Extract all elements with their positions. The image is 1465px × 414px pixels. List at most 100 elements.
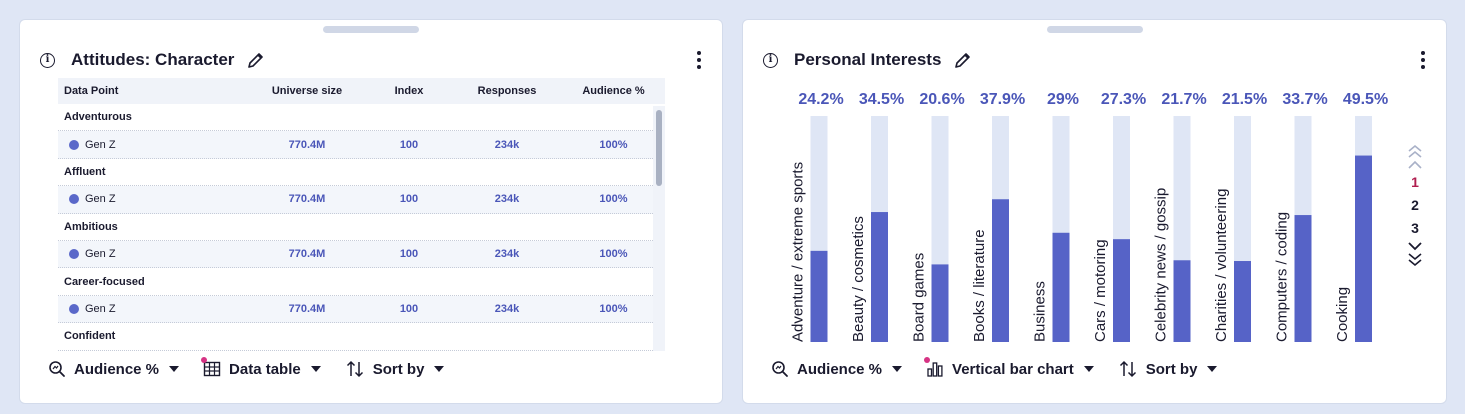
universe-size: 770.4M (288, 248, 326, 261)
value-label: 49.5% (1343, 91, 1388, 108)
drag-handle[interactable] (323, 26, 419, 33)
vertical-bar-chart: 24.2% Adventure / extreme sports 34.5% Beau… (790, 91, 1388, 342)
double-chevron-up-icon[interactable] (1406, 143, 1424, 159)
row-label: Gen Z (85, 302, 116, 315)
audience-value: 100% (599, 302, 628, 315)
category-label: Computers / coding (1274, 212, 1291, 342)
category-label: Books / literature (971, 229, 988, 342)
value-label: 34.5% (859, 91, 904, 108)
series-dot-icon (69, 249, 79, 260)
category-label: Celebrity news / gossip (1153, 188, 1170, 342)
caret-down-icon (1207, 366, 1218, 372)
category-label: Beauty / cosmetics (850, 216, 867, 342)
category-label: Adventure / extreme sports (790, 162, 807, 342)
bar[interactable] (1355, 155, 1372, 342)
bar[interactable] (992, 199, 1009, 342)
group-row: Ambitious (58, 214, 665, 241)
caret-down-icon (169, 366, 180, 372)
table-header: Data Point Universe size Index Responses… (58, 78, 665, 104)
value-label: 37.9% (980, 91, 1025, 108)
column-header[interactable]: Index (394, 85, 424, 97)
value-label: 24.2% (798, 91, 843, 108)
caret-down-icon (1083, 366, 1094, 372)
table-row[interactable]: Gen Z 770.4M 100 234k 100% (58, 295, 665, 324)
info-icon[interactable]: i (40, 52, 55, 68)
double-chevron-down-icon[interactable] (1406, 252, 1424, 268)
table-row[interactable]: Gen Z 770.4M 100 234k 100% (58, 240, 665, 269)
index-value: 100 (399, 302, 419, 315)
card-title: Personal Interests (794, 50, 942, 69)
bar[interactable] (1052, 232, 1070, 342)
metric-dropdown[interactable]: Audience % (771, 360, 903, 378)
view-dropdown[interactable]: Vertical bar chart (924, 357, 1094, 378)
page-3[interactable]: 3 (1411, 220, 1419, 236)
chart-pager: 1 2 3 (1395, 143, 1435, 268)
bar[interactable] (1113, 239, 1130, 342)
column-header[interactable]: Universe size (271, 85, 343, 97)
table-row[interactable]: Gen Z 770.4M 100 234k 100% (58, 131, 665, 159)
caret-down-icon (310, 366, 321, 372)
bar[interactable] (871, 212, 888, 342)
page-1[interactable]: 1 (1411, 174, 1419, 190)
scrollbar-thumb[interactable] (656, 110, 662, 186)
view-dropdown[interactable]: Data table (201, 357, 321, 378)
card-title: Attitudes: Character (71, 50, 235, 69)
column-header[interactable]: Data Point (64, 85, 119, 97)
table-row[interactable]: Gen Z 770.4M 100 234k 100% (58, 186, 665, 214)
category-label: Cooking (1334, 287, 1351, 342)
kebab-menu-icon[interactable] (1420, 51, 1426, 69)
row-label: Gen Z (85, 138, 116, 151)
zoom-search-icon (49, 361, 65, 377)
pencil-icon[interactable] (246, 50, 266, 70)
drag-handle[interactable] (1046, 26, 1143, 33)
chevron-up-icon[interactable] (1406, 159, 1424, 171)
category-label: Business (1032, 281, 1049, 342)
bar[interactable] (1173, 260, 1191, 342)
responses-value: 234k (494, 193, 520, 206)
sort-label: Sort by (372, 360, 425, 378)
audience-value: 100% (599, 193, 628, 206)
card-footer-toolbar: Audience % Vertical bar chart Sort by (771, 357, 1241, 380)
zoom-search-icon (772, 361, 788, 377)
vertical-scrollbar[interactable] (653, 106, 665, 351)
series-dot-icon (69, 194, 79, 205)
bar[interactable] (931, 264, 949, 342)
series-dot-icon (69, 303, 79, 314)
responses-value: 234k (494, 138, 520, 151)
bar[interactable] (810, 250, 828, 342)
bar[interactable] (1234, 261, 1251, 342)
value-label: 29% (1047, 91, 1079, 108)
page-2[interactable]: 2 (1411, 197, 1419, 213)
pencil-icon[interactable] (953, 50, 973, 70)
row-label: Gen Z (85, 193, 116, 206)
caret-down-icon (434, 366, 445, 372)
chevron-down-icon[interactable] (1406, 240, 1424, 252)
notification-dot (924, 357, 931, 363)
category-label: Cars / motoring (1092, 239, 1109, 342)
column-header[interactable]: Responses (477, 85, 537, 97)
value-label: 21.5% (1222, 91, 1267, 108)
bar-chart-icon (927, 362, 943, 377)
value-label: 21.7% (1161, 91, 1206, 108)
responses-value: 234k (494, 248, 520, 261)
sort-dropdown[interactable]: Sort by (345, 360, 445, 378)
index-value: 100 (399, 248, 419, 261)
audience-value: 100% (599, 248, 628, 261)
kebab-menu-icon[interactable] (696, 51, 702, 69)
metric-dropdown[interactable]: Audience % (48, 360, 180, 378)
bar[interactable] (1294, 215, 1312, 342)
series-dot-icon (69, 139, 79, 150)
category-label: Board games (911, 253, 928, 342)
card-header: i Attitudes: Character (40, 47, 702, 73)
view-label: Data table (229, 360, 301, 378)
group-row: Career-focused (58, 268, 665, 296)
column-header[interactable]: Audience % (582, 85, 645, 97)
info-icon[interactable]: i (763, 52, 778, 68)
group-row: Adventurous (58, 104, 665, 132)
metric-label: Audience % (74, 360, 160, 378)
row-label: Gen Z (85, 248, 116, 261)
index-value: 100 (399, 193, 419, 206)
sort-dropdown[interactable]: Sort by (1118, 360, 1218, 378)
view-label: Vertical bar chart (952, 360, 1074, 378)
sort-arrows-icon (1119, 360, 1136, 378)
